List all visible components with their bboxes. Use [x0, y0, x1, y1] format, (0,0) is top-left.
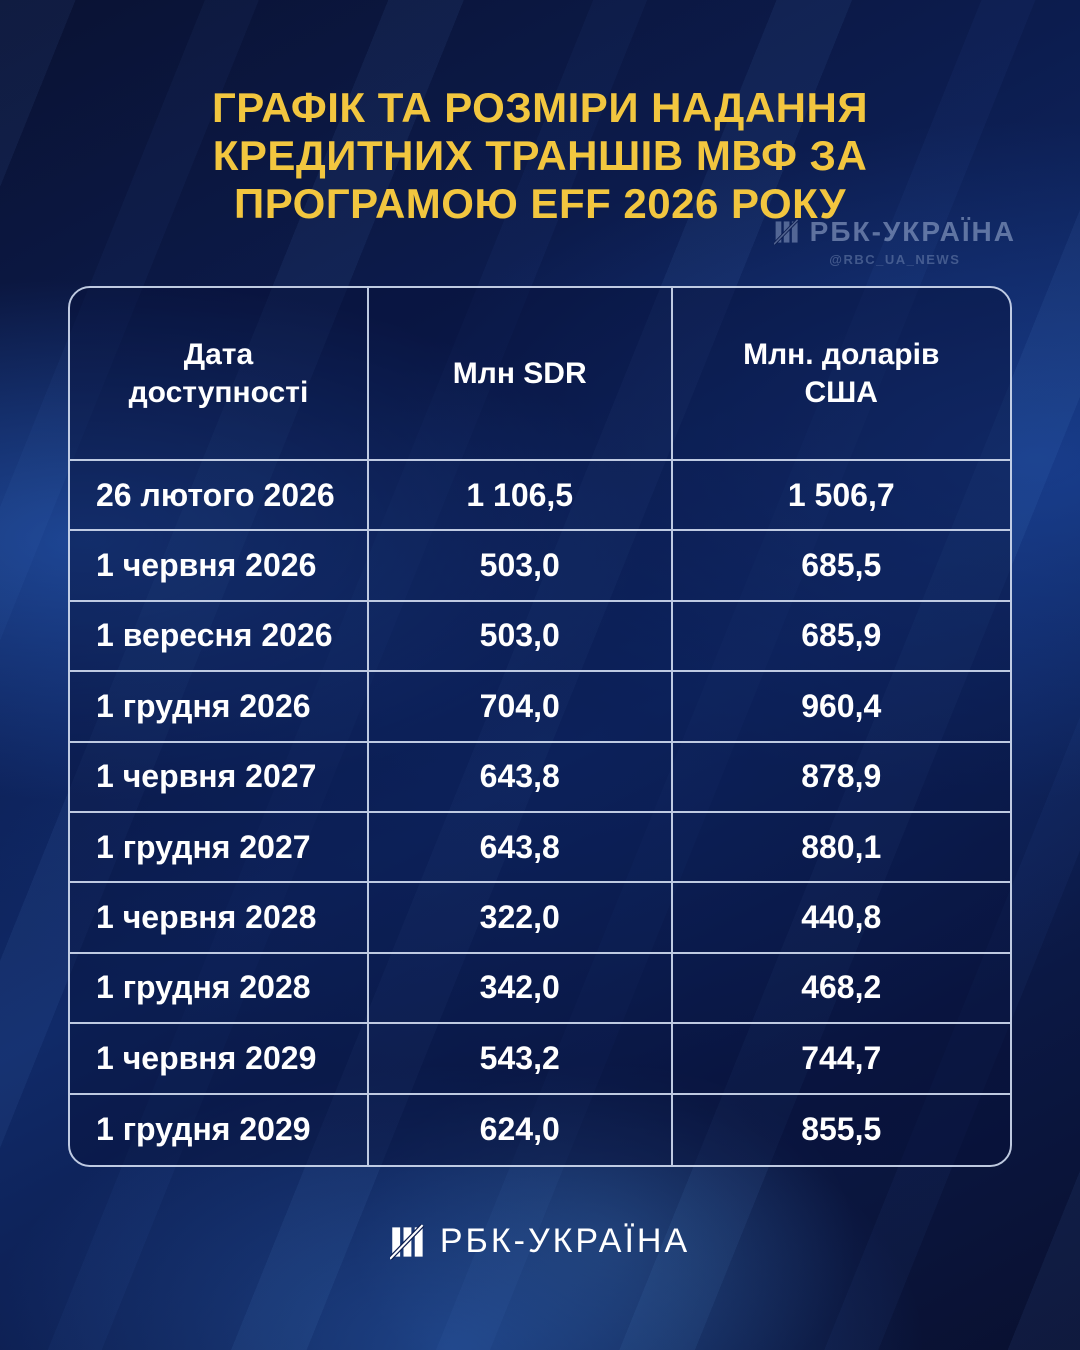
usd-amount-cell: 468,2 [672, 953, 1010, 1025]
availability-date-cell: 1 вересня 2026 [70, 601, 369, 673]
tranche-table-grid: Дата доступності Млн SDR Млн. доларів СШ… [70, 288, 1010, 1165]
header-availability-date: Дата доступності [70, 288, 369, 461]
availability-date-cell: 1 червня 2028 [70, 883, 369, 954]
usd-amount-cell: 960,4 [672, 672, 1010, 743]
sdr-amount-cell: 342,0 [368, 953, 673, 1025]
header-usd-millions: Млн. доларів США [672, 288, 1010, 461]
tranche-table: Дата доступності Млн SDR Млн. доларів СШ… [68, 286, 1012, 1167]
availability-date-cell: 1 червня 2027 [70, 742, 369, 813]
sdr-amount-cell: 704,0 [368, 672, 673, 743]
sdr-amount-cell: 543,2 [368, 1024, 673, 1095]
header-sdr-millions: Млн SDR [368, 288, 673, 461]
availability-date-cell: 1 грудня 2027 [70, 813, 369, 884]
availability-date-cell: 1 червня 2029 [70, 1024, 369, 1095]
title-line-2: КРЕДИТНИХ ТРАНШІВ МВФ ЗА [212, 132, 868, 179]
usd-amount-cell: 744,7 [672, 1024, 1010, 1095]
sdr-amount-cell: 624,0 [368, 1094, 673, 1165]
footer-brand-text: РБК-УКРАЇНА [439, 1222, 691, 1260]
sdr-amount-cell: 643,8 [368, 813, 673, 884]
rbc-logo-icon [389, 1223, 425, 1260]
usd-amount-cell: 440,8 [672, 883, 1010, 954]
watermark-handle-text: @RBC_UA_NEWS [829, 252, 961, 267]
usd-amount-cell: 855,5 [672, 1094, 1010, 1165]
sdr-amount-cell: 322,0 [368, 883, 673, 954]
usd-amount-cell: 880,1 [672, 813, 1010, 884]
sdr-amount-cell: 643,8 [368, 742, 673, 813]
availability-date-cell: 1 червня 2026 [70, 531, 369, 602]
title-line-3: ПРОГРАМОЮ EFF 2026 РОКУ [234, 180, 846, 227]
brand-watermark: РБК-УКРАЇНА @RBC_UA_NEWS [773, 216, 1016, 267]
usd-amount-cell: 685,5 [672, 531, 1010, 602]
sdr-amount-cell: 503,0 [368, 601, 673, 673]
availability-date-cell: 1 грудня 2026 [70, 672, 369, 743]
sdr-amount-cell: 1 106,5 [368, 461, 673, 532]
availability-date-cell: 1 грудня 2029 [70, 1094, 369, 1165]
page-title: ГРАФІК ТА РОЗМІРИ НАДАННЯ КРЕДИТНИХ ТРАН… [0, 84, 1080, 228]
footer-logo: РБК-УКРАЇНА [0, 1222, 1080, 1261]
availability-date-cell: 26 лютого 2026 [70, 461, 369, 532]
rbc-logo-icon [773, 219, 799, 245]
sdr-amount-cell: 503,0 [368, 531, 673, 602]
usd-amount-cell: 878,9 [672, 742, 1010, 813]
usd-amount-cell: 685,9 [672, 601, 1010, 673]
watermark-brand-text: РБК-УКРАЇНА [809, 216, 1016, 247]
availability-date-cell: 1 грудня 2028 [70, 953, 369, 1025]
usd-amount-cell: 1 506,7 [672, 461, 1010, 532]
title-line-1: ГРАФІК ТА РОЗМІРИ НАДАННЯ [211, 84, 869, 131]
